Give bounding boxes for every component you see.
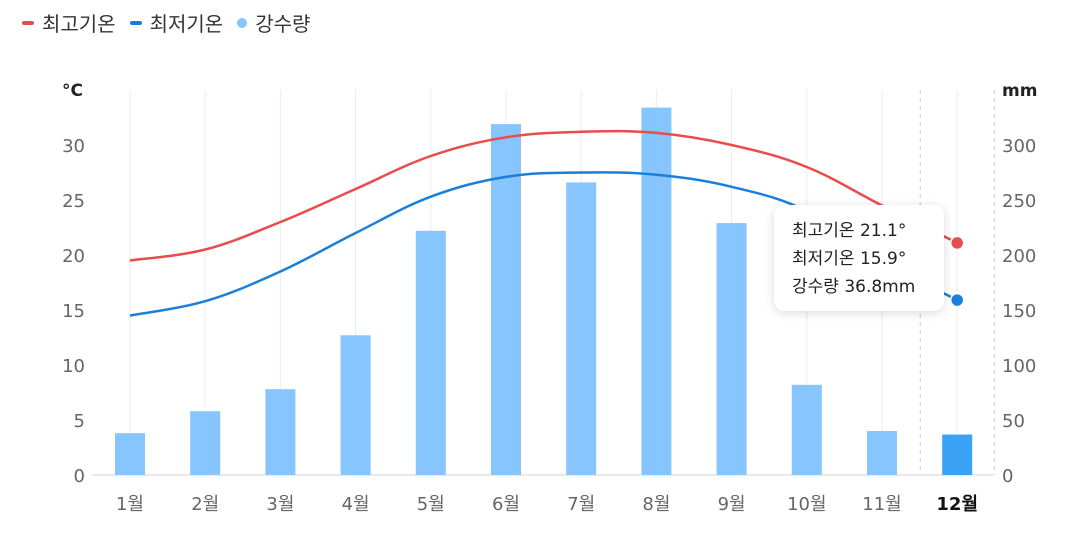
- rain-bar: [641, 107, 672, 475]
- x-tick-label: 3월: [266, 494, 294, 515]
- y-right-tick-label: 50: [1002, 411, 1025, 432]
- x-tick-label: 10월: [787, 494, 826, 515]
- rain-bar: [491, 124, 521, 475]
- high-temp-line: [129, 129, 958, 262]
- low-temp-point: [949, 292, 965, 308]
- y-left-tick-label: 30: [62, 136, 85, 157]
- rain-bar: [190, 411, 221, 475]
- rain-bar: [716, 223, 747, 475]
- x-tick-label: 1월: [116, 494, 144, 515]
- rain-bar: [340, 335, 371, 475]
- y-right-tick-label: 200: [1002, 246, 1036, 267]
- rain-bar: [942, 434, 973, 475]
- rain-bar: [566, 182, 597, 475]
- rain-bar: [265, 389, 296, 475]
- y-left-tick-label: 10: [62, 356, 85, 377]
- legend-item-rain[interactable]: 강수량: [237, 8, 310, 37]
- rain-bar: [415, 230, 446, 475]
- legend-high-label: 최고기온: [42, 12, 116, 36]
- y-left-tick-label: 20: [62, 246, 85, 267]
- x-tick-label: 4월: [342, 494, 370, 515]
- rain-bar: [115, 433, 145, 475]
- y-right-tick-label: 300: [1002, 136, 1036, 157]
- x-tick-label: 7월: [567, 494, 595, 515]
- y-right-tick-label: 100: [1002, 356, 1036, 377]
- y-right-tick-label: 150: [1002, 301, 1036, 322]
- y-right-tick-label: 0: [1002, 466, 1013, 487]
- x-tick-label: 11월: [862, 494, 901, 515]
- x-tick-label: 8월: [642, 494, 670, 515]
- tooltip-high: 최고기온 21.1°: [792, 221, 907, 241]
- x-tick-label: 9월: [718, 494, 746, 515]
- legend-item-low[interactable]: 최저기온: [129, 8, 224, 37]
- rain-dot-swatch: [237, 17, 248, 28]
- y-left-tick-label: 15: [62, 301, 85, 322]
- y-left-tick-label: 0: [74, 466, 85, 487]
- legend-low-label: 최저기온: [149, 12, 224, 36]
- rain-bar: [867, 431, 897, 475]
- y-left-tick-label: 5: [74, 411, 85, 432]
- tooltip-low: 최저기온 15.9°: [792, 249, 907, 269]
- high-temp-point: [949, 235, 965, 251]
- high-line-swatch: [22, 20, 34, 25]
- rain-bar: [791, 384, 822, 475]
- x-tick-label: 6월: [492, 494, 520, 515]
- legend: 최고기온 최저기온 강수량: [22, 8, 310, 37]
- x-tick-label: 12월: [936, 494, 978, 515]
- tooltip-rain: 강수량 36.8mm: [792, 277, 916, 297]
- tooltip: 최고기온 21.1° 최저기온 15.9° 강수량 36.8mm: [774, 205, 944, 311]
- y-right-unit: mm: [1002, 81, 1037, 101]
- y-left-tick-label: 25: [62, 191, 85, 212]
- legend-item-high[interactable]: 최고기온: [22, 8, 116, 37]
- x-tick-label: 5월: [417, 494, 445, 515]
- low-line-swatch: [129, 20, 142, 25]
- y-right-tick-label: 250: [1002, 191, 1036, 212]
- legend-rain-label: 강수량: [255, 12, 311, 36]
- y-left-unit: °C: [62, 81, 83, 101]
- x-tick-label: 2월: [191, 494, 219, 515]
